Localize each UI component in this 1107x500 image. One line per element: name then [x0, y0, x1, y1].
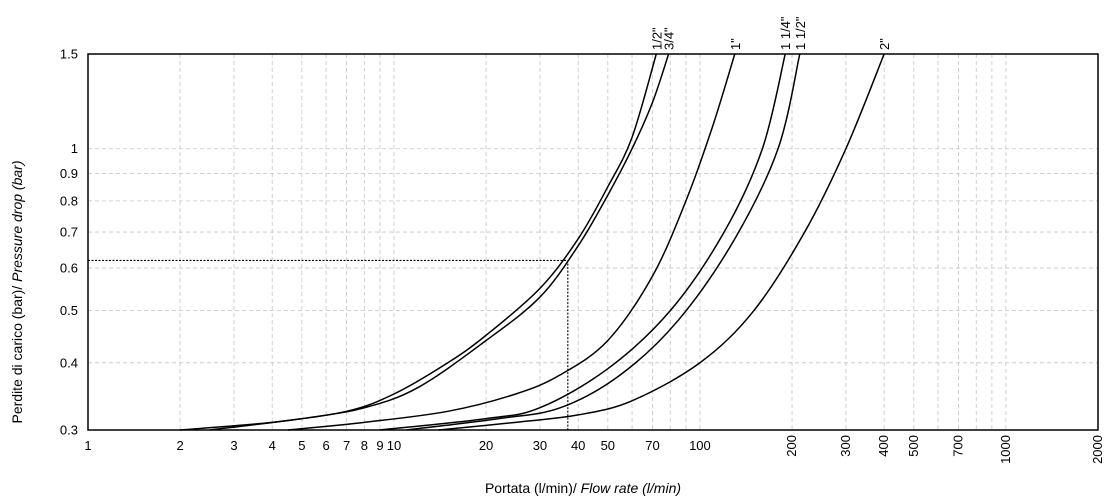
x-tick-label: 5	[298, 438, 305, 453]
y-tick-label: 1	[71, 141, 78, 156]
x-tick-label: 400	[876, 435, 891, 457]
curves	[180, 53, 885, 431]
x-axis-title: Portata (l/min)/ Flow rate (l/min)	[485, 480, 681, 496]
x-tick-label: 700	[951, 435, 966, 457]
x-tick-label: 200	[784, 435, 799, 457]
y-tick-label: 0.8	[60, 193, 78, 208]
x-tick-label: 10	[387, 438, 401, 453]
x-axis-title-italic: Flow rate (l/min)	[581, 480, 681, 496]
series-label: 1 1/4"	[778, 16, 793, 50]
series-labels: 1/2"3/4" 1" 1 1/4" 1 1/2" 2"	[649, 16, 892, 50]
series-curve	[438, 53, 885, 431]
y-tick-label: 0.7	[60, 225, 78, 240]
x-tick-label: 100	[689, 438, 711, 453]
series-curve	[209, 53, 670, 431]
reference-lines	[88, 259, 569, 430]
y-axis-title-regular: Perdite di carico (bar)/	[9, 282, 25, 424]
series-label: 1 1/2"	[793, 16, 808, 50]
y-tick-label: 1.5	[60, 47, 78, 62]
series-label: 1"	[728, 38, 743, 50]
x-tick-label: 3	[230, 438, 237, 453]
y-tick-label: 0.6	[60, 261, 78, 276]
series-label: 3/4"	[662, 27, 677, 50]
series-curve	[287, 53, 736, 431]
x-tick-label: 70	[645, 438, 659, 453]
x-tick-label: 7	[343, 438, 350, 453]
x-tick-label: 6	[322, 438, 329, 453]
series-curve	[379, 53, 786, 431]
x-tick-label: 500	[906, 435, 921, 457]
grid	[88, 54, 1098, 430]
x-axis-title-regular: Portata (l/min)/	[485, 480, 581, 496]
series-curve	[180, 53, 658, 431]
y-axis-title-italic: Pressure drop (bar)	[9, 161, 25, 282]
x-tick-label: 50	[601, 438, 615, 453]
x-tick-label: 9	[376, 438, 383, 453]
x-tick-label: 8	[361, 438, 368, 453]
y-tick-label: 0.3	[60, 423, 78, 438]
series-curve	[406, 53, 801, 431]
plot-frame	[87, 53, 1099, 431]
reference-line	[88, 259, 569, 430]
x-tick-label: 300	[838, 435, 853, 457]
x-tick-label: 2000	[1090, 435, 1105, 464]
tick-labels: 1 2 3 4 5 6 7 8 9 10 20 30 40 50 70 100 200 300 400 500 700 1…	[60, 47, 1105, 464]
series-label: 2"	[877, 38, 892, 50]
x-tick-label: 30	[533, 438, 547, 453]
x-tick-label: 40	[571, 438, 585, 453]
series-label: 1/2"	[649, 27, 664, 50]
x-tick-label: 2	[176, 438, 183, 453]
x-tick-label: 20	[479, 438, 493, 453]
x-tick-label: 1	[84, 438, 91, 453]
y-tick-label: 0.9	[60, 166, 78, 181]
y-axis-title: Perdite di carico (bar)/ Pressure drop (…	[9, 161, 25, 424]
y-tick-label: 0.4	[60, 355, 78, 370]
x-tick-label: 4	[269, 438, 276, 453]
y-tick-label: 0.5	[60, 303, 78, 318]
x-tick-label: 1000	[998, 435, 1013, 464]
